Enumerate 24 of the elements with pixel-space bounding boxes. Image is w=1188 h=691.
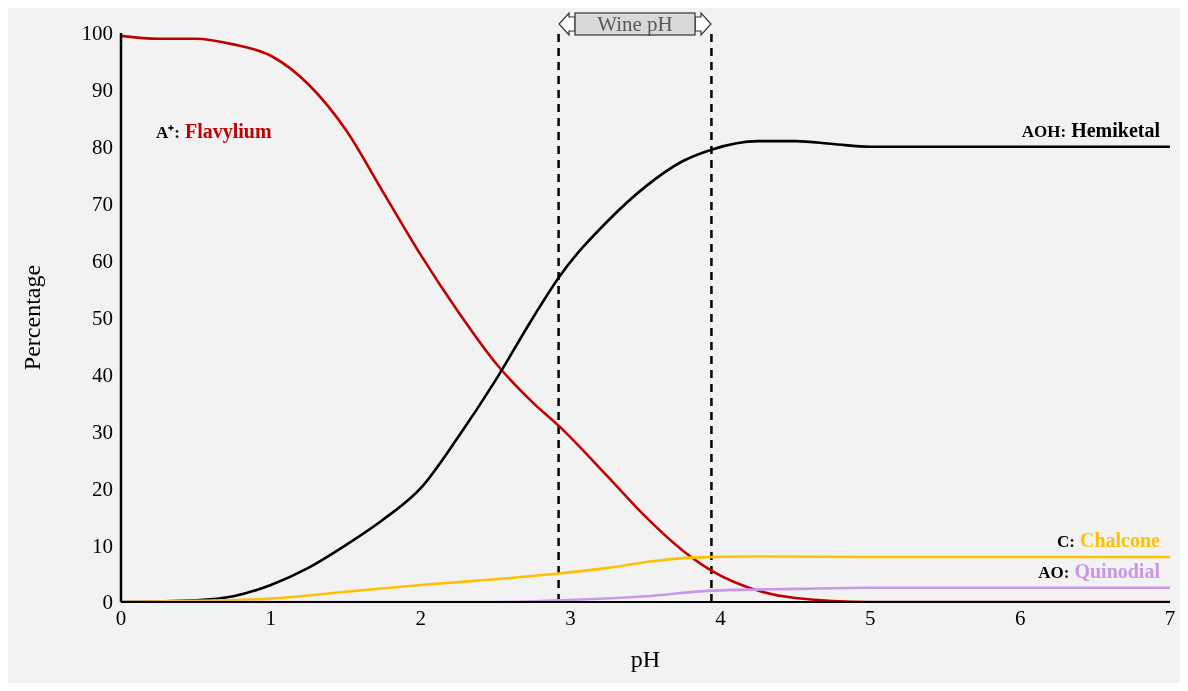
x-tick-label: 6 (1014, 605, 1026, 630)
y-tick-label: 40 (92, 362, 113, 387)
y-tick-label: 60 (92, 249, 113, 274)
y-tick-label: 100 (81, 21, 113, 46)
x-tick-label: 4 (715, 605, 727, 630)
text: A⁺: Flavylium (156, 119, 272, 143)
y-tick-label: 80 (92, 135, 113, 160)
annotation: Wine pH (597, 12, 673, 36)
y-tick-label: 90 (92, 78, 113, 103)
series-label: AOH: Hemiketal (1021, 118, 1161, 141)
y-tick-label: 50 (92, 305, 113, 330)
y-tick-label: 70 (92, 192, 113, 217)
series-label: AO: Quinodial (1038, 559, 1161, 582)
x-tick-label: 5 (865, 605, 876, 630)
x-tick-label: 1 (265, 605, 277, 630)
series-label: C: Chalcone (1057, 529, 1161, 552)
y-tick-label: 30 (92, 419, 113, 444)
x-tick-label: 3 (565, 605, 576, 630)
x-tick-label: 7 (1164, 605, 1176, 630)
y-tick-label: 20 (92, 476, 113, 501)
x-tick-label: 2 (415, 605, 426, 630)
x-axis-title: pH (630, 646, 661, 672)
y-tick-label: 10 (92, 533, 113, 558)
y-axis-title: Percentage (18, 264, 45, 371)
